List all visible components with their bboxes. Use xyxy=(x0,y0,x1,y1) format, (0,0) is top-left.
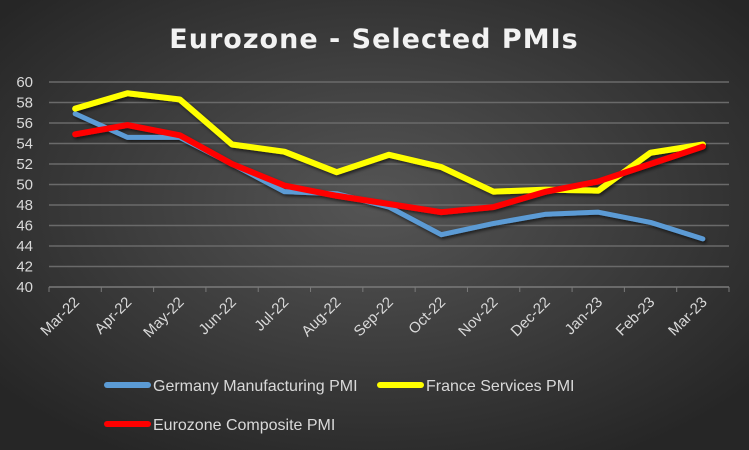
legend-label: France Services PMI xyxy=(426,378,574,395)
y-tick-label: 56 xyxy=(16,115,33,132)
legend-item: France Services PMI xyxy=(377,378,574,395)
y-tick-label: 52 xyxy=(16,156,33,173)
y-tick-label: 44 xyxy=(16,238,33,255)
legend-item: Eurozone Composite PMI xyxy=(104,417,335,434)
series-line-eurozone-composite-pmi xyxy=(72,122,706,216)
y-tick-label: 42 xyxy=(16,259,33,276)
series-line-france-services-pmi xyxy=(72,90,706,195)
y-tick-label: 48 xyxy=(16,197,33,214)
legend-item: Germany Manufacturing PMI xyxy=(104,378,358,395)
y-axis: 40 42 44 46 48 50 52 54 56 58 60 xyxy=(16,74,33,296)
gridlines xyxy=(49,81,729,268)
y-tick-label: 58 xyxy=(16,95,33,112)
legend-label: Germany Manufacturing PMI xyxy=(153,378,358,395)
y-tick-label: 50 xyxy=(16,177,33,194)
chart-title: Eurozone - Selected PMIs xyxy=(169,24,578,55)
legend: Germany Manufacturing PMI France Services… xyxy=(104,378,574,434)
series-lines xyxy=(72,90,706,242)
y-tick-label: 46 xyxy=(16,218,33,235)
legend-label: Eurozone Composite PMI xyxy=(153,417,335,434)
y-tick-label: 40 xyxy=(16,279,33,296)
y-tick-label: 54 xyxy=(16,136,33,153)
y-tick-label: 60 xyxy=(16,74,33,91)
